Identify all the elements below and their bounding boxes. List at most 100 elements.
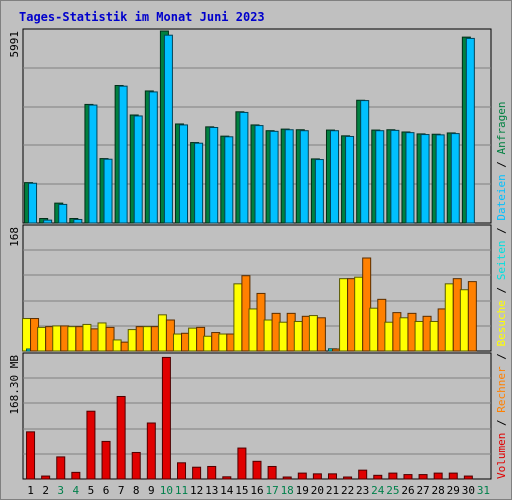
bar-volumen-2 bbox=[41, 475, 51, 480]
x-tick-7: 7 bbox=[118, 484, 125, 497]
bar-besuche-24 bbox=[369, 307, 379, 352]
bar-dateien-6 bbox=[103, 158, 113, 224]
x-tick-19: 19 bbox=[296, 484, 309, 497]
bar-dateien-26 bbox=[405, 132, 415, 224]
bar-besuche-14 bbox=[218, 333, 228, 352]
x-tick-8: 8 bbox=[133, 484, 140, 497]
x-tick-25: 25 bbox=[386, 484, 399, 497]
bar-volumen-5 bbox=[86, 410, 96, 480]
bar-volumen-24 bbox=[373, 474, 383, 480]
bar-besuche-15 bbox=[233, 283, 243, 352]
bar-besuche-11 bbox=[173, 333, 183, 352]
legend-separator: / bbox=[495, 154, 508, 174]
bar-volumen-10 bbox=[161, 356, 171, 480]
x-tick-9: 9 bbox=[148, 484, 155, 497]
bar-besuche-17 bbox=[263, 319, 273, 352]
x-tick-24: 24 bbox=[371, 484, 385, 497]
legend-seiten: Seiten bbox=[495, 241, 508, 281]
bar-volumen-9 bbox=[146, 422, 156, 480]
x-tick-2: 2 bbox=[42, 484, 49, 497]
x-tick-14: 14 bbox=[220, 484, 234, 497]
bar-besuche-9 bbox=[142, 326, 152, 352]
bar-besuche-10 bbox=[157, 314, 167, 352]
x-tick-1: 1 bbox=[27, 484, 34, 497]
bar-volumen-12 bbox=[192, 466, 202, 480]
x-tick-23: 23 bbox=[356, 484, 369, 497]
bar-dateien-10 bbox=[163, 34, 173, 224]
panel-visits-sites: 168 bbox=[8, 224, 492, 352]
bar-rechner-20 bbox=[316, 317, 326, 352]
bar-volumen-8 bbox=[131, 451, 141, 480]
bar-besuche-25 bbox=[384, 321, 394, 352]
x-tick-4: 4 bbox=[73, 484, 80, 497]
bar-rechner-6 bbox=[105, 326, 115, 352]
bar-rechner-23 bbox=[362, 257, 372, 352]
bar-besuche-4 bbox=[67, 326, 77, 352]
bar-volumen-25 bbox=[388, 472, 398, 480]
bar-besuche-6 bbox=[97, 322, 107, 352]
bar-dateien-22 bbox=[345, 135, 355, 224]
bar-dateien-2 bbox=[43, 219, 53, 224]
bar-dateien-13 bbox=[209, 126, 219, 224]
bar-dateien-21 bbox=[329, 130, 339, 224]
bar-volumen-28 bbox=[433, 472, 443, 480]
x-tick-10: 10 bbox=[160, 484, 173, 497]
bar-besuche-16 bbox=[248, 308, 258, 352]
bar-volumen-30 bbox=[463, 475, 473, 480]
x-tick-18: 18 bbox=[281, 484, 294, 497]
x-tick-28: 28 bbox=[432, 484, 445, 497]
bar-besuche-5 bbox=[82, 323, 92, 352]
bar-dateien-24 bbox=[375, 130, 385, 224]
bar-volumen-3 bbox=[56, 456, 66, 480]
y-max-label: 168 bbox=[8, 227, 21, 247]
bar-volumen-1 bbox=[26, 431, 36, 480]
bar-volumen-14 bbox=[222, 476, 232, 480]
x-tick-6: 6 bbox=[103, 484, 110, 497]
bar-dateien-30 bbox=[465, 37, 475, 224]
bar-volumen-18 bbox=[282, 476, 292, 480]
bar-volumen-13 bbox=[207, 465, 217, 480]
x-tick-21: 21 bbox=[326, 484, 339, 497]
bar-dateien-3 bbox=[58, 203, 68, 224]
x-tick-5: 5 bbox=[88, 484, 95, 497]
bar-dateien-14 bbox=[224, 136, 234, 224]
legend: Volumen / Rechner / Besuche / Seiten / D… bbox=[495, 101, 508, 479]
bar-besuche-19 bbox=[293, 320, 303, 352]
bar-volumen-29 bbox=[448, 472, 458, 480]
legend-besuche: Besuche bbox=[495, 300, 508, 346]
bar-dateien-4 bbox=[73, 218, 83, 224]
bar-besuche-2 bbox=[37, 326, 47, 352]
legend-separator: / bbox=[495, 413, 508, 433]
bar-volumen-6 bbox=[101, 440, 111, 480]
bar-volumen-22 bbox=[343, 476, 353, 480]
bar-volumen-11 bbox=[177, 462, 187, 480]
bar-dateien-18 bbox=[284, 129, 294, 224]
x-tick-labels: 1 2 3 4 5 6 7 8 9 10 11 12 13 14 15 16 17 18 19 20 21 22 23 24 2… bbox=[27, 484, 490, 497]
legend-separator: / bbox=[495, 347, 508, 367]
bar-besuche-28 bbox=[429, 320, 439, 352]
x-tick-22: 22 bbox=[341, 484, 354, 497]
bar-besuche-26 bbox=[399, 317, 409, 352]
bar-dateien-1 bbox=[28, 182, 38, 224]
x-tick-27: 27 bbox=[416, 484, 429, 497]
bar-volumen-26 bbox=[403, 474, 413, 480]
bar-dateien-29 bbox=[450, 133, 460, 224]
bar-volumen-23 bbox=[358, 469, 368, 480]
bar-besuche-22 bbox=[339, 278, 349, 352]
y-max-label: 5991 bbox=[8, 31, 21, 58]
x-tick-13: 13 bbox=[205, 484, 218, 497]
x-tick-29: 29 bbox=[447, 484, 460, 497]
bar-besuche-27 bbox=[414, 320, 424, 352]
legend-separator: / bbox=[495, 280, 508, 300]
bar-dateien-5 bbox=[88, 104, 98, 224]
panel-requests-files: 5991 bbox=[8, 28, 492, 224]
bar-dateien-7 bbox=[118, 85, 128, 224]
bar-besuche-12 bbox=[188, 327, 198, 352]
bar-dateien-9 bbox=[148, 91, 158, 224]
bar-volumen-19 bbox=[297, 472, 307, 480]
legend-volumen: Volumen bbox=[495, 433, 508, 479]
x-tick-26: 26 bbox=[401, 484, 414, 497]
bar-besuche-23 bbox=[354, 276, 364, 352]
